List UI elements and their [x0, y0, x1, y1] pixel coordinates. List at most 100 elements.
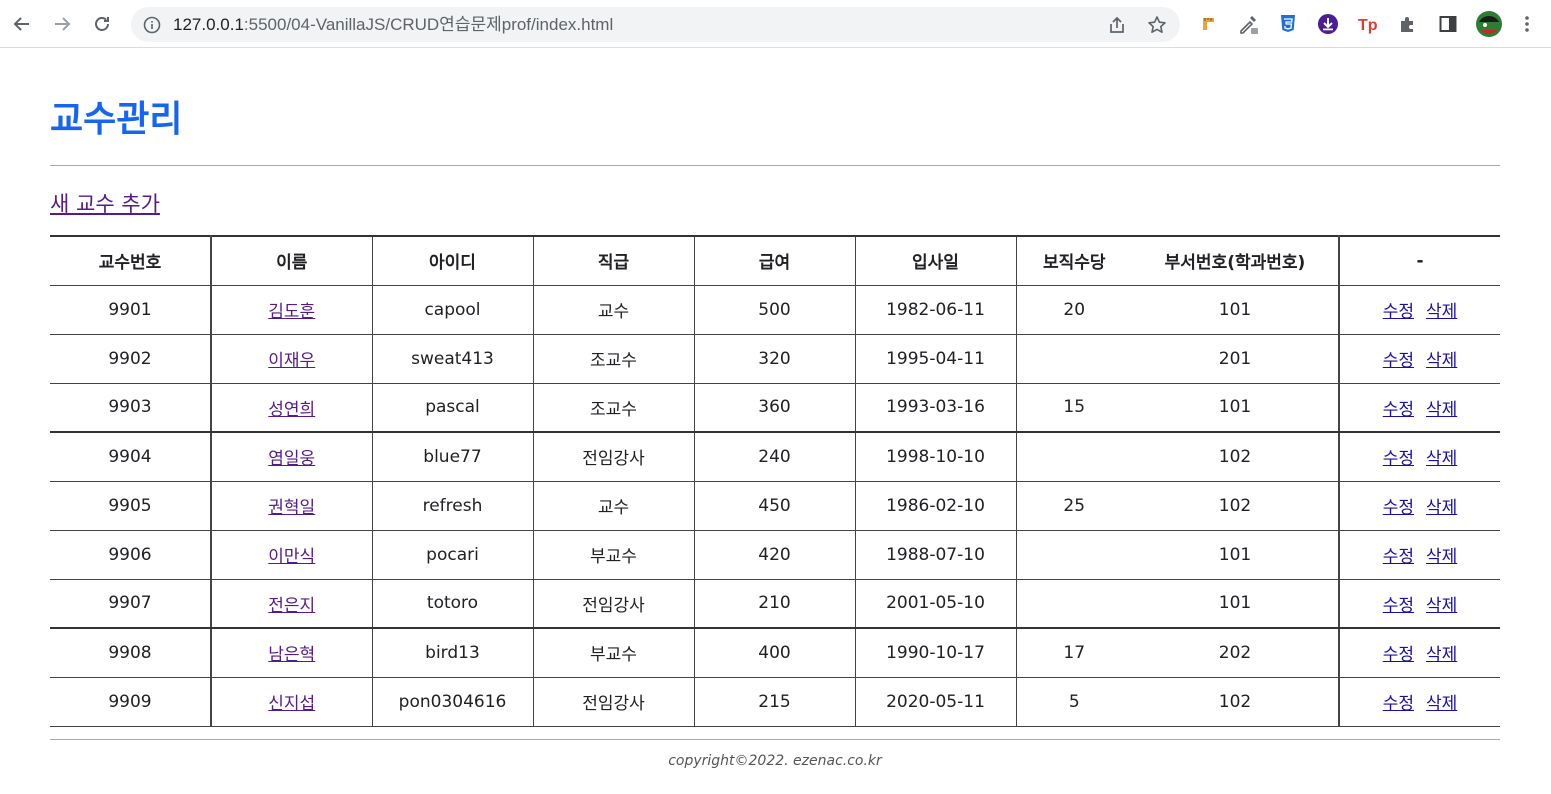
professor-name-link[interactable]: 이재우 — [268, 351, 316, 371]
professor-name-link[interactable]: 권혁일 — [268, 498, 316, 518]
cell-dept-no: 101 — [1132, 579, 1340, 629]
url-path: :5500/04-VanillaJS/CRUD연습문제prof/index.ht… — [243, 15, 614, 34]
cell-bonus — [1016, 334, 1132, 384]
bookmark-star-icon[interactable] — [1147, 15, 1167, 39]
cell-pay: 450 — [694, 481, 856, 531]
cell-hire-date: 2020-05-11 — [855, 677, 1017, 727]
edit-link[interactable]: 수정 — [1382, 595, 1414, 616]
cell-hire-date: 1986-02-10 — [855, 481, 1017, 531]
professor-name-link[interactable]: 이만식 — [268, 547, 316, 567]
edit-link[interactable]: 수정 — [1382, 449, 1414, 470]
cell-name: 권혁일 — [211, 481, 373, 531]
edit-link[interactable]: 수정 — [1382, 498, 1414, 518]
cell-hire-date: 1982-06-11 — [855, 285, 1017, 335]
cell-bonus: 15 — [1016, 383, 1132, 433]
cell-actions: 수정 삭제 — [1339, 285, 1500, 335]
edit-link[interactable]: 수정 — [1382, 547, 1414, 567]
side-panel-icon[interactable] — [1436, 12, 1460, 36]
cell-dept-no: 101 — [1132, 285, 1340, 335]
site-info-icon[interactable] — [143, 16, 161, 38]
cell-user-id: pocari — [372, 530, 534, 580]
cell-actions: 수정 삭제 — [1339, 530, 1500, 580]
cell-name: 남은혁 — [211, 628, 373, 678]
cell-user-id: capool — [372, 285, 534, 335]
reload-icon — [95, 17, 109, 31]
url-host: 127.0.0.1 — [173, 15, 244, 34]
divider-top — [50, 165, 1500, 166]
extension-download-icon[interactable] — [1316, 12, 1340, 36]
extensions-puzzle-icon[interactable] — [1396, 12, 1420, 36]
menu-kebab-icon[interactable] — [1515, 12, 1539, 36]
add-professor-link[interactable]: 새 교수 추가 — [50, 192, 160, 216]
delete-link[interactable]: 삭제 — [1426, 449, 1458, 470]
cell-dept-no: 101 — [1132, 383, 1340, 433]
delete-link[interactable]: 삭제 — [1426, 302, 1458, 322]
delete-link[interactable]: 삭제 — [1426, 694, 1458, 714]
professor-name-link[interactable]: 전은지 — [268, 595, 316, 616]
forward-button[interactable] — [47, 9, 77, 39]
cell-pay: 400 — [694, 628, 856, 678]
cell-hire-date: 1993-03-16 — [855, 383, 1017, 433]
extension-ruler-icon[interactable] — [1197, 12, 1221, 36]
cell-prof-no: 9906 — [50, 530, 212, 580]
cell-pay: 360 — [694, 383, 856, 433]
delete-link[interactable]: 삭제 — [1426, 595, 1458, 616]
cell-rank: 전임강사 — [533, 432, 695, 482]
table-row: 9901 김도훈 capool 교수 500 1982-06-11 20 101 수정 삭제 — [50, 285, 1500, 335]
professor-name-link[interactable]: 성연희 — [268, 399, 316, 420]
cell-prof-no: 9903 — [50, 383, 212, 433]
cell-name: 신지섭 — [211, 677, 373, 727]
delete-link[interactable]: 삭제 — [1426, 498, 1458, 518]
cell-bonus — [1016, 530, 1132, 580]
address-bar[interactable]: 127.0.0.1:5500/04-VanillaJS/CRUD연습문제prof… — [131, 7, 1180, 42]
delete-link[interactable]: 삭제 — [1426, 645, 1458, 666]
professor-name-link[interactable]: 김도훈 — [268, 302, 316, 322]
url-text[interactable]: 127.0.0.1:5500/04-VanillaJS/CRUD연습문제prof… — [173, 14, 613, 35]
cell-rank: 조교수 — [533, 383, 695, 433]
cell-user-id: sweat413 — [372, 334, 534, 384]
header-bonus: 보직수당 — [1016, 235, 1132, 286]
table-row: 9907 전은지 totoro 전임강사 210 2001-05-10 101 수정 삭제 — [50, 579, 1500, 629]
cell-prof-no: 9907 — [50, 579, 212, 629]
edit-link[interactable]: 수정 — [1382, 351, 1414, 371]
share-icon[interactable] — [1107, 15, 1127, 39]
cell-prof-no: 9908 — [50, 628, 212, 678]
edit-link[interactable]: 수정 — [1382, 302, 1414, 322]
header-actions: - — [1339, 235, 1500, 286]
cell-name: 성연희 — [211, 383, 373, 433]
browser-toolbar: 127.0.0.1:5500/04-VanillaJS/CRUD연습문제prof… — [0, 0, 1551, 48]
profile-avatar-icon[interactable] — [1474, 9, 1504, 39]
delete-link[interactable]: 삭제 — [1426, 351, 1458, 371]
cell-name: 염일웅 — [211, 432, 373, 482]
cell-hire-date: 1995-04-11 — [855, 334, 1017, 384]
cell-bonus — [1016, 432, 1132, 482]
cell-user-id: pascal — [372, 383, 534, 433]
table-row: 9906 이만식 pocari 부교수 420 1988-07-10 101 수정 삭제 — [50, 530, 1500, 580]
reload-button[interactable] — [87, 9, 117, 39]
cell-actions: 수정 삭제 — [1339, 677, 1500, 727]
page-title: 교수관리 — [50, 99, 183, 140]
cell-dept-no: 101 — [1132, 530, 1340, 580]
professor-name-link[interactable]: 신지섭 — [268, 694, 316, 714]
professor-name-link[interactable]: 염일웅 — [268, 449, 316, 470]
delete-link[interactable]: 삭제 — [1426, 399, 1458, 420]
delete-link[interactable]: 삭제 — [1426, 547, 1458, 567]
extension-eyedropper-icon[interactable] — [1236, 12, 1260, 36]
extension-tp-icon[interactable]: Tp — [1356, 12, 1380, 36]
cell-rank: 조교수 — [533, 334, 695, 384]
edit-link[interactable]: 수정 — [1382, 694, 1414, 714]
edit-link[interactable]: 수정 — [1382, 645, 1414, 666]
table-row: 9903 성연희 pascal 조교수 360 1993-03-16 15 101 수정 삭제 — [50, 383, 1500, 433]
extension-css3-icon[interactable] — [1276, 12, 1300, 36]
header-prof-no: 교수번호 — [50, 235, 212, 286]
cell-actions: 수정 삭제 — [1339, 432, 1500, 482]
professor-name-link[interactable]: 남은혁 — [268, 645, 316, 666]
cell-pay: 210 — [694, 579, 856, 629]
arrow-right-icon — [55, 17, 71, 31]
cell-prof-no: 9902 — [50, 334, 212, 384]
cell-actions: 수정 삭제 — [1339, 628, 1500, 678]
cell-rank: 부교수 — [533, 530, 695, 580]
back-button[interactable] — [7, 9, 37, 39]
edit-link[interactable]: 수정 — [1382, 399, 1414, 420]
cell-bonus — [1016, 579, 1132, 629]
